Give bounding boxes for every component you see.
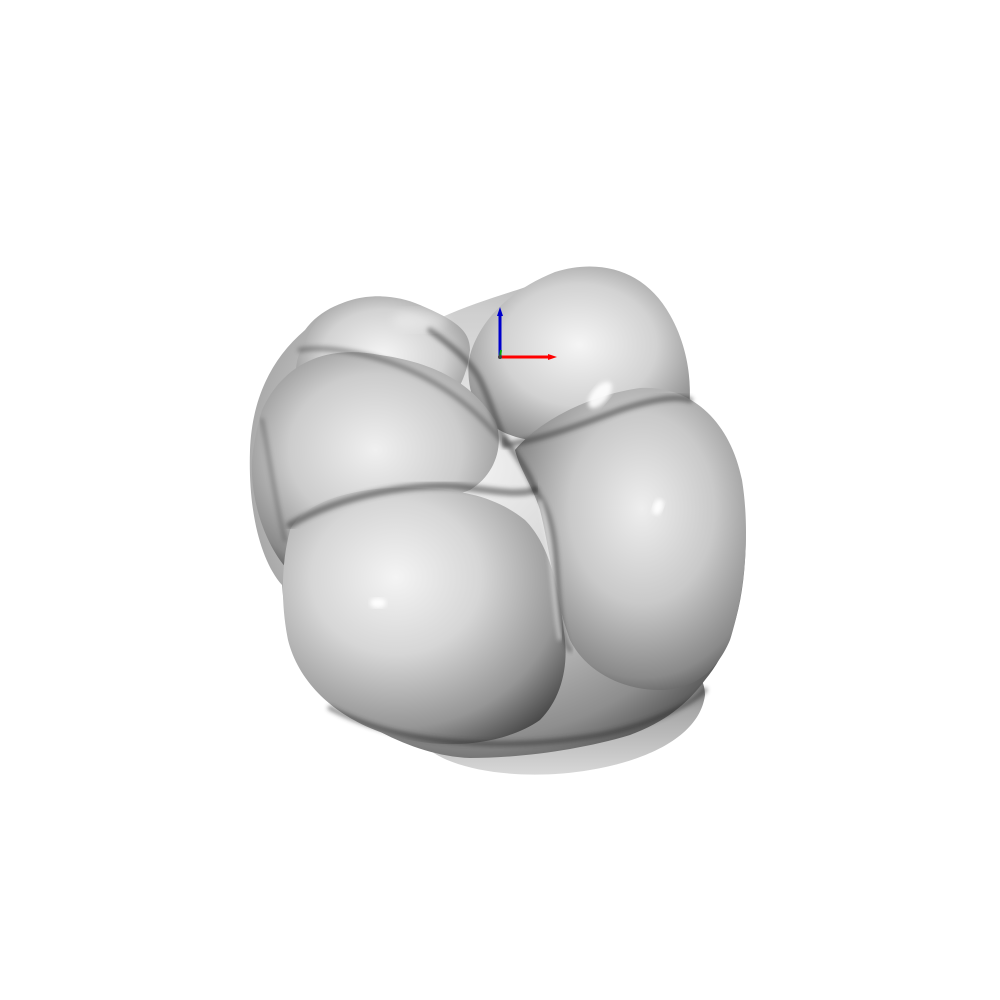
- axes-origin: [498, 355, 502, 359]
- z-axis-arrowhead: [497, 307, 503, 316]
- axes-gizmo: [497, 307, 557, 360]
- ridge-highlight: [538, 499, 562, 641]
- fissure-lines: [260, 327, 708, 747]
- cusp-right: [515, 387, 746, 690]
- specular-highlights: [370, 310, 664, 608]
- x-axis-arrowhead: [548, 354, 557, 360]
- cusp-front: [282, 487, 566, 745]
